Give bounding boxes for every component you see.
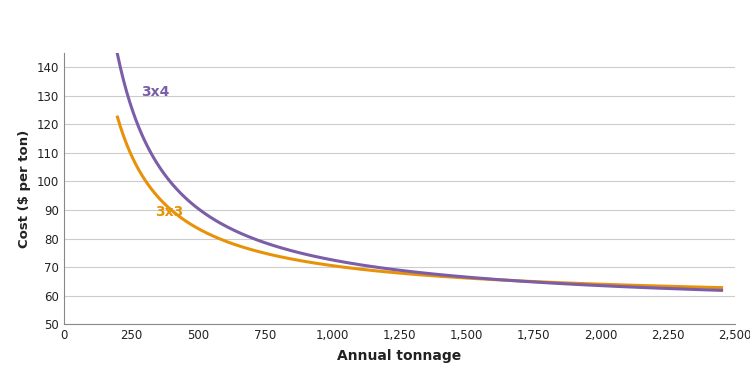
Y-axis label: Cost ($ per ton): Cost ($ per ton) xyxy=(18,129,31,248)
X-axis label: Annual tonnage: Annual tonnage xyxy=(338,349,461,363)
Text: 3x3: 3x3 xyxy=(155,205,183,219)
Text: Figure 2. Total cost to bale, handle, store, and process 3x3 or 3x4 large square: Figure 2. Total cost to bale, handle, st… xyxy=(8,15,646,28)
Text: 3x4: 3x4 xyxy=(142,85,170,99)
